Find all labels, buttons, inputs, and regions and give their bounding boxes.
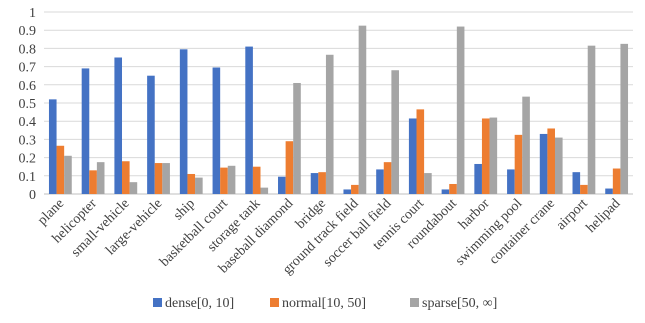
bar-baseball-diamond-series-0 [278,176,286,194]
bar-tennis-court-series-0 [408,118,417,194]
bar-baseball-diamond-series-1 [285,141,294,194]
bar-helipad-series-2 [620,43,629,194]
bar-plane-series-0 [48,99,57,194]
bar-basketball-court-series-2 [227,165,236,194]
bar-baseball-diamond-series-2 [293,82,301,194]
y-tick-label: 0.6 [19,79,37,94]
x-category-label: ship [171,196,198,223]
bar-helipad-series-0 [605,188,613,194]
bar-roundabout-series-2 [456,26,465,195]
y-tick-label: 0.8 [19,42,37,57]
x-category-label: helipad [584,196,624,236]
y-axis-ticks: 0 0.1 0.2 0.3 0.4 0.5 0.6 0.7 0.8 0.9 1 [19,6,37,203]
bar-small-vehicle-series-2 [129,182,138,194]
y-tick-label: 0.3 [19,133,37,148]
legend-label: sparse[50, ∞] [422,296,497,311]
bar-helicopter-series-1 [89,170,97,194]
y-tick-label: 1 [29,6,36,21]
bar-plane-series-1 [56,145,65,194]
bar-bridge-series-1 [318,172,326,194]
bar-airport-series-2 [587,45,596,194]
bar-harbor-series-2 [489,117,498,194]
bar-swimming-pool-series-0 [507,169,515,194]
bar-swimming-pool-series-2 [522,96,530,194]
bar-bridge-series-0 [310,173,319,194]
bar-soccer-ball-field-series-1 [383,162,392,194]
bar-basketball-court-series-1 [220,167,228,194]
bar-basketball-court-series-0 [212,67,221,194]
bar-airport-series-1 [580,184,588,194]
bar-ship-series-1 [187,173,196,194]
x-axis-category-labels: planehelicoptersmall-vehiclelarge-vehicl… [35,196,623,278]
bar-large-vehicle-series-1 [154,163,163,194]
bar-airport-series-0 [572,172,581,194]
bar-storage-tank-series-2 [260,187,269,194]
y-tick-label: 0.4 [19,115,37,130]
bar-helipad-series-1 [612,168,621,194]
bar-ship-series-2 [195,177,203,194]
bar-swimming-pool-series-1 [514,134,523,194]
y-tick-label: 0.5 [19,97,37,112]
bar-tennis-court-series-1 [416,109,425,194]
bar-large-vehicle-series-2 [162,163,170,194]
y-tick-label: 0.1 [19,170,37,185]
bar-ground-track-field-series-0 [343,189,352,194]
bar-plane-series-2 [64,155,72,194]
bar-container-crane-series-0 [539,133,548,194]
bars [48,25,629,195]
y-tick-label: 0.9 [19,24,37,39]
legend-swatch [410,298,419,307]
bar-harbor-series-0 [474,163,482,194]
bar-soccer-ball-field-series-2 [391,70,399,194]
bar-small-vehicle-series-0 [114,57,123,194]
bar-ground-track-field-series-2 [358,25,367,195]
bar-harbor-series-1 [481,118,490,194]
bar-roundabout-series-1 [449,183,457,194]
bar-storage-tank-series-0 [245,46,253,194]
y-tick-label: 0.7 [19,61,37,76]
bar-helicopter-series-0 [81,68,90,194]
bar-large-vehicle-series-0 [147,75,155,194]
y-tick-label: 0.2 [19,152,37,167]
legend-label: dense[0, 10] [165,296,234,311]
bar-container-crane-series-2 [554,137,563,194]
bar-bridge-series-2 [325,54,334,194]
bar-container-crane-series-1 [547,128,555,194]
bar-helicopter-series-2 [96,162,105,194]
bar-ground-track-field-series-1 [351,184,359,194]
bar-tennis-court-series-2 [424,173,432,194]
bar-ship-series-0 [179,49,188,195]
grid-layer [44,11,633,195]
bar-small-vehicle-series-1 [122,161,130,194]
legend-swatch [153,298,162,307]
bar-roundabout-series-0 [441,189,450,194]
y-tick-label: 0 [29,188,36,203]
legend: dense[0, 10] normal[10, 50] sparse[50, ∞] [153,296,497,311]
bar-storage-tank-series-1 [252,166,261,194]
bar-soccer-ball-field-series-0 [376,169,384,194]
legend-swatch [270,298,279,307]
legend-label: normal[10, 50] [282,296,366,311]
